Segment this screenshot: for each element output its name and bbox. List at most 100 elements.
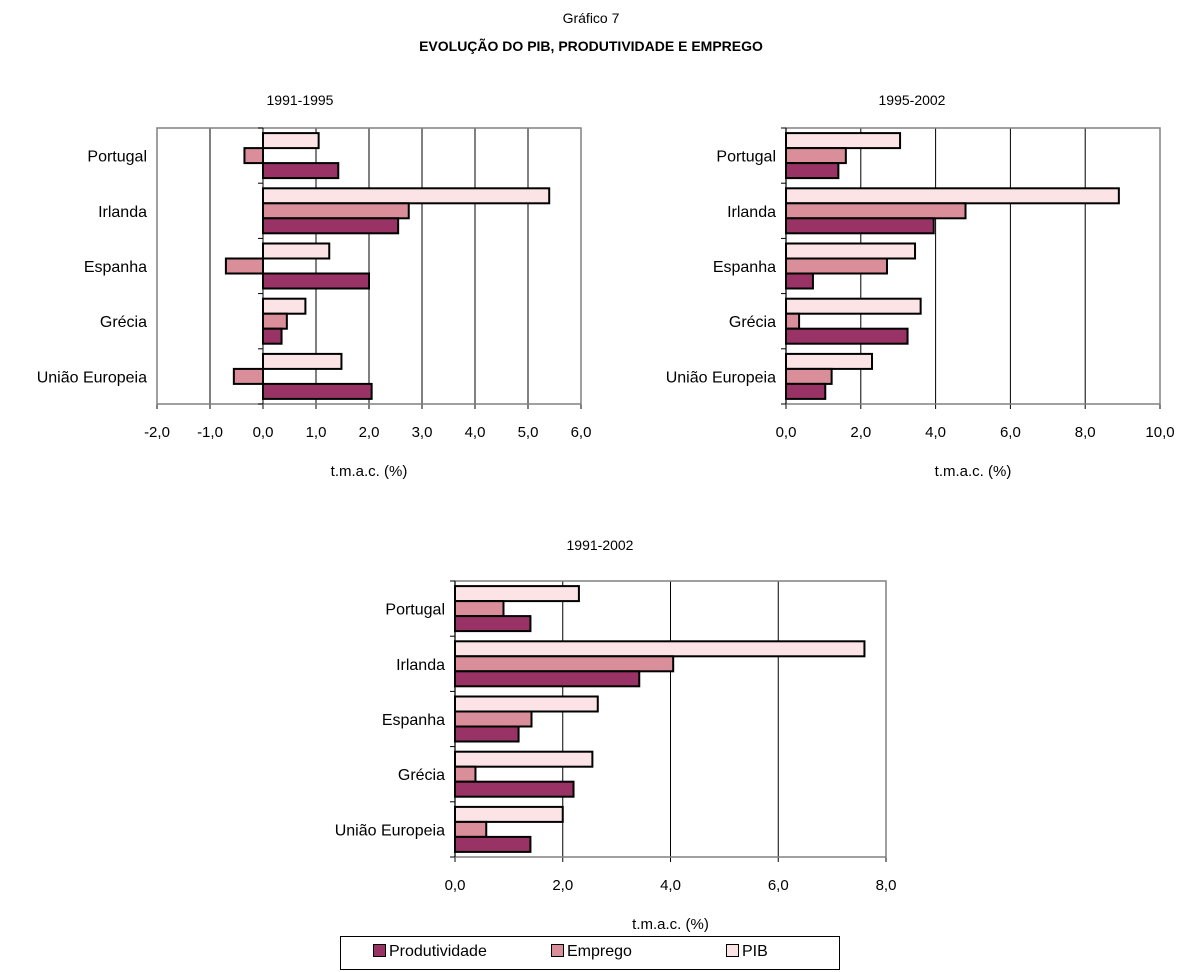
bar-espanha-produtividade: [262, 272, 370, 290]
bar-uniao-europeia-produtividade: [262, 382, 373, 400]
bar-grecia-emprego: [785, 312, 801, 330]
x-tick-label: -2,0: [144, 424, 170, 441]
legend-label-pib: PIB: [742, 943, 768, 960]
legend: Produtividade Emprego PIB: [340, 936, 840, 970]
x-tick-label: 6,0: [571, 424, 592, 441]
category-label: União Europeia: [335, 822, 445, 839]
bar-portugal-emprego: [243, 147, 264, 165]
bar-uniao-europeia-emprego: [785, 367, 833, 385]
x-axis-label: t.m.a.c. (%): [632, 916, 709, 933]
bar-uniao-europeia-pib: [785, 352, 874, 370]
legend-label-emprego: Emprego: [567, 943, 632, 960]
legend-item-emprego: Emprego: [551, 943, 632, 961]
x-tick-label: 2,0: [359, 424, 380, 441]
legend-item-pib: PIB: [726, 943, 768, 961]
category-label: Espanha: [713, 259, 776, 276]
plot-frame: [156, 127, 582, 405]
bar-grecia-pib: [454, 750, 594, 768]
x-tick-label: 4,0: [465, 424, 486, 441]
bar-uniao-europeia-pib: [454, 805, 564, 823]
bar-portugal-pib: [262, 132, 320, 150]
x-tick-label: 10,0: [1145, 424, 1174, 441]
x-tick-label: 6,0: [1000, 424, 1021, 441]
x-tick-label: 8,0: [1075, 424, 1096, 441]
x-tick-label: 2,0: [552, 877, 573, 894]
bar-portugal-pib: [785, 132, 902, 150]
bar-espanha-pib: [262, 242, 331, 260]
category-label: Irlanda: [727, 204, 776, 221]
bar-espanha-produtividade: [454, 725, 520, 743]
x-tick-label: 4,0: [925, 424, 946, 441]
bar-portugal-emprego: [785, 147, 847, 165]
x-axis-label: t.m.a.c. (%): [935, 463, 1012, 480]
legend-swatch-pib: [726, 944, 739, 957]
x-tick-label: 3,0: [412, 424, 433, 441]
legend-item-produtividade: Produtividade: [373, 943, 487, 961]
x-tick-label: 0,0: [253, 424, 274, 441]
bar-grecia-produtividade: [785, 327, 909, 345]
bar-uniao-europeia-produtividade: [785, 382, 827, 400]
bar-irlanda-produtividade: [454, 670, 641, 688]
bar-uniao-europeia-emprego: [454, 820, 488, 838]
bar-grecia-produtividade: [262, 327, 283, 345]
bar-irlanda-pib: [454, 640, 866, 658]
x-tick-label: 0,0: [445, 877, 466, 894]
bar-espanha-emprego: [224, 257, 264, 275]
bar-grecia-pib: [785, 297, 922, 315]
chart-2: 1995-2002 0,0 2,0 4,0 6,0 8,0 10,0 Portugal Irla…: [666, 92, 1175, 480]
bar-uniao-europeia-produtividade: [454, 835, 532, 853]
bar-grecia-produtividade: [454, 780, 575, 798]
figure-label: Gráfico 7: [562, 10, 620, 26]
bar-portugal-produtividade: [454, 615, 532, 633]
x-tick-label: 6,0: [768, 877, 789, 894]
x-tick-label: 1,0: [306, 424, 327, 441]
x-tick-label: 0,0: [776, 424, 797, 441]
bar-portugal-produtividade: [262, 162, 340, 180]
x-tick-label: 2,0: [850, 424, 871, 441]
chart-3: 1991-2002 0,0 2,0 4,0 6,0 8,0 Portugal Irlanda E…: [335, 537, 897, 933]
bar-irlanda-pib: [785, 187, 1120, 205]
bar-espanha-emprego: [454, 710, 533, 728]
x-tick-label: 8,0: [876, 877, 897, 894]
bar-portugal-produtividade: [785, 162, 840, 180]
bar-irlanda-emprego: [785, 202, 967, 220]
x-tick-label: 5,0: [518, 424, 539, 441]
category-label: Grécia: [729, 314, 776, 331]
category-label: Espanha: [84, 259, 147, 276]
category-label: Grécia: [398, 767, 445, 784]
category-label: Espanha: [382, 712, 445, 729]
category-label: União Europeia: [37, 369, 147, 386]
category-label: Portugal: [87, 149, 147, 166]
bar-irlanda-produtividade: [785, 217, 935, 235]
bar-espanha-pib: [785, 242, 917, 260]
chart-title: 1995-2002: [879, 92, 946, 108]
category-label: União Europeia: [666, 369, 776, 386]
bar-grecia-emprego: [262, 312, 288, 330]
chart-title: 1991-2002: [567, 537, 634, 553]
figure-title: EVOLUÇÃO DO PIB, PRODUTIVIDADE E EMPREGO: [419, 38, 763, 54]
category-label: Irlanda: [98, 204, 147, 221]
legend-swatch-produtividade: [373, 944, 386, 957]
chart-1: 1991-1995 -2,0 -1,0 0,0 1,0 2,0 3,0 4,0 5,0 6,0 Po…: [37, 92, 592, 480]
bar-portugal-pib: [454, 585, 580, 603]
bar-grecia-pib: [262, 297, 307, 315]
bar-portugal-emprego: [454, 600, 505, 618]
chart-title: 1991-1995: [267, 92, 334, 108]
x-tick-label: 4,0: [660, 877, 681, 894]
bar-uniao-europeia-pib: [262, 352, 343, 370]
category-label: Portugal: [385, 602, 445, 619]
category-label: Irlanda: [396, 657, 445, 674]
bar-irlanda-produtividade: [262, 217, 400, 235]
bar-irlanda-pib: [262, 187, 551, 205]
legend-label-produtividade: Produtividade: [389, 943, 487, 960]
legend-swatch-emprego: [551, 944, 564, 957]
bar-uniao-europeia-emprego: [232, 367, 265, 385]
bar-espanha-emprego: [785, 257, 888, 275]
bar-irlanda-emprego: [262, 202, 410, 220]
bar-grecia-emprego: [454, 765, 477, 783]
bar-espanha-produtividade: [785, 272, 814, 290]
category-label: Portugal: [716, 149, 776, 166]
x-axis-label: t.m.a.c. (%): [331, 463, 408, 480]
bar-irlanda-emprego: [454, 655, 675, 673]
